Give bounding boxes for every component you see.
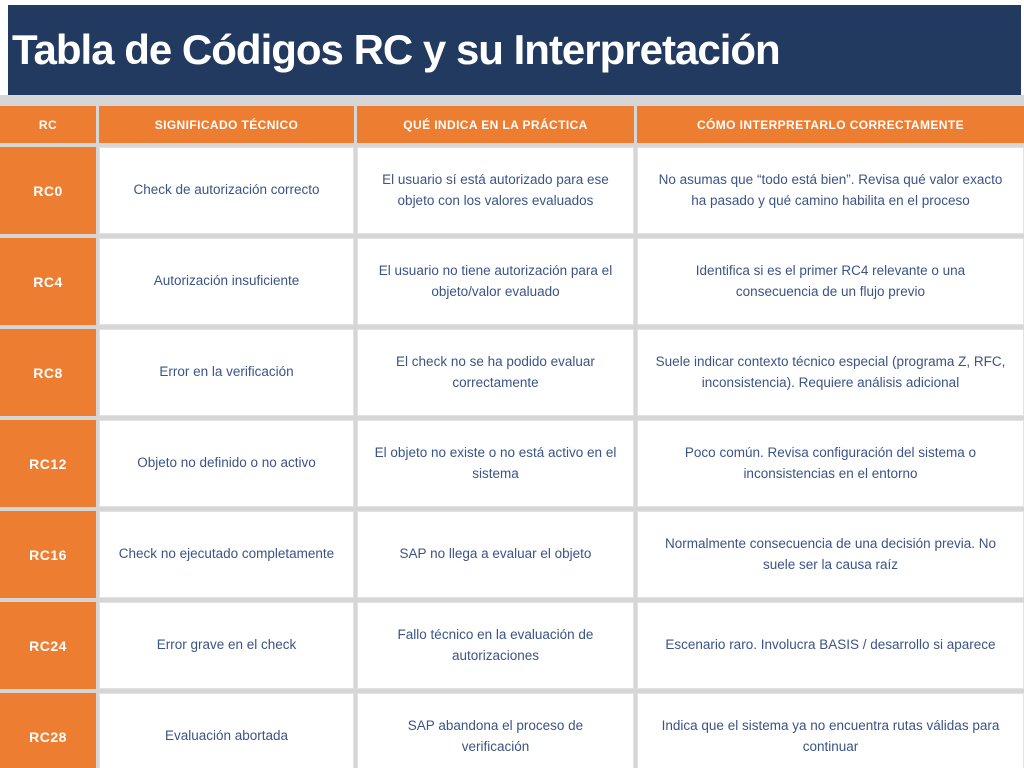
practica-cell: El objeto no existe o no está activo en … <box>357 420 634 507</box>
column-header-practica: QUÉ INDICA EN LA PRÁCTICA <box>357 106 634 143</box>
rc-code-cell: RC4 <box>0 238 96 325</box>
practica-cell: El usuario sí está autorizado para ese o… <box>357 147 634 234</box>
significado-cell-text: Evaluación abortada <box>164 728 289 744</box>
rc-code-cell: RC28 <box>0 693 96 768</box>
rc-code-cell: RC8 <box>0 329 96 416</box>
interpretacion-cell-text: Identifica si es el primer RC4 relevante… <box>695 262 966 299</box>
interpretacion-cell-text: Normalmente consecuencia de una decisión… <box>665 535 996 572</box>
rc-code-cell-text: RC4 <box>33 273 63 290</box>
column-header-label: SIGNIFICADO TÉCNICO <box>154 117 299 132</box>
significado-cell-text: Autorización insuficiente <box>153 273 300 289</box>
practica-cell-text: SAP no llega a evaluar el objeto <box>399 546 592 562</box>
interpretacion-cell: No asumas que “todo está bien”. Revisa q… <box>637 147 1024 234</box>
rc-code-cell-text: RC12 <box>29 455 67 472</box>
rc-code-cell-text: RC24 <box>29 637 67 654</box>
interpretacion-cell: Escenario raro. Involucra BASIS / desarr… <box>637 602 1024 689</box>
rc-code-cell: RC12 <box>0 420 96 507</box>
significado-cell-text: Error en la verificación <box>159 364 294 380</box>
column-header-interpretacion: CÓMO INTERPRETARLO CORRECTAMENTE <box>637 106 1024 143</box>
significado-cell-text: Check no ejecutado completamente <box>118 546 335 562</box>
significado-cell: Check no ejecutado completamente <box>99 511 354 598</box>
significado-cell: Check de autorización correcto <box>99 147 354 234</box>
rc-code-cell-text: RC0 <box>33 182 63 199</box>
interpretacion-cell: Suele indicar contexto técnico especial … <box>637 329 1024 416</box>
interpretacion-cell-text: Escenario raro. Involucra BASIS / desarr… <box>665 637 996 653</box>
practica-cell-text: El objeto no existe o no está activo en … <box>374 444 617 481</box>
interpretacion-cell: Indica que el sistema ya no encuentra ru… <box>637 693 1024 768</box>
column-header-label: QUÉ INDICA EN LA PRÁCTICA <box>403 117 588 132</box>
interpretacion-cell: Normalmente consecuencia de una decisión… <box>637 511 1024 598</box>
practica-cell: El check no se ha podido evaluar correct… <box>357 329 634 416</box>
interpretacion-cell-text: Poco común. Revisa configuración del sis… <box>684 444 977 481</box>
title-banner: Tabla de Códigos RC y su Interpretación <box>8 5 1021 95</box>
column-header-label: CÓMO INTERPRETARLO CORRECTAMENTE <box>696 117 964 132</box>
rc-code-cell-text: RC16 <box>29 546 67 563</box>
interpretacion-cell: Identifica si es el primer RC4 relevante… <box>637 238 1024 325</box>
practica-cell-text: SAP abandona el proceso de verificación <box>407 717 584 754</box>
practica-cell: SAP no llega a evaluar el objeto <box>357 511 634 598</box>
rc-code-cell: RC16 <box>0 511 96 598</box>
rc-code-cell-text: RC8 <box>33 364 63 381</box>
rc-code-cell: RC24 <box>0 602 96 689</box>
table-background: RC SIGNIFICADO TÉCNICO QUÉ INDICA EN LA … <box>0 95 1024 768</box>
significado-cell-text: Error grave en el check <box>156 637 297 653</box>
practica-cell-text: El usuario sí está autorizado para ese o… <box>382 171 609 208</box>
practica-cell-text: Fallo técnico en la evaluación de autori… <box>397 626 594 663</box>
interpretacion-cell-text: Suele indicar contexto técnico especial … <box>655 353 1006 390</box>
significado-cell: Error en la verificación <box>99 329 354 416</box>
practica-cell-text: El usuario no tiene autorización para el… <box>378 262 613 299</box>
significado-cell: Objeto no definido o no activo <box>99 420 354 507</box>
page-title: Tabla de Códigos RC y su Interpretación <box>12 26 781 73</box>
significado-cell: Error grave en el check <box>99 602 354 689</box>
significado-cell: Evaluación abortada <box>99 693 354 768</box>
column-header-label: RC <box>38 117 58 132</box>
interpretacion-cell-text: Indica que el sistema ya no encuentra ru… <box>661 717 1000 754</box>
interpretacion-cell-text: No asumas que “todo está bien”. Revisa q… <box>658 171 1003 208</box>
rc-code-cell-text: RC28 <box>29 728 67 745</box>
practica-cell-text: El check no se ha podido evaluar correct… <box>396 353 595 390</box>
significado-cell-text: Objeto no definido o no activo <box>137 455 316 471</box>
significado-cell: Autorización insuficiente <box>99 238 354 325</box>
rc-code-cell: RC0 <box>0 147 96 234</box>
practica-cell: SAP abandona el proceso de verificación <box>357 693 634 768</box>
practica-cell: El usuario no tiene autorización para el… <box>357 238 634 325</box>
interpretacion-cell: Poco común. Revisa configuración del sis… <box>637 420 1024 507</box>
practica-cell: Fallo técnico en la evaluación de autori… <box>357 602 634 689</box>
rc-table: RC SIGNIFICADO TÉCNICO QUÉ INDICA EN LA … <box>0 106 1024 768</box>
column-header-significado: SIGNIFICADO TÉCNICO <box>99 106 354 143</box>
significado-cell-text: Check de autorización correcto <box>133 182 320 198</box>
column-header-rc: RC <box>0 106 96 143</box>
